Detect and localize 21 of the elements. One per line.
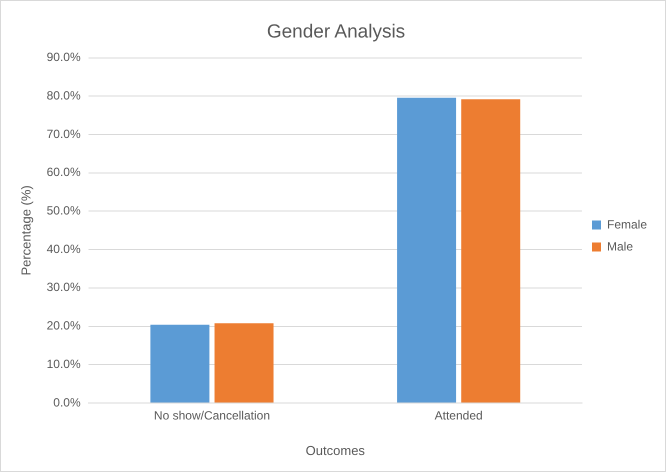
y-tick-label: 60.0% (46, 165, 81, 180)
x-tick-label: No show/Cancellation (154, 408, 270, 423)
legend-label: Male (606, 239, 634, 254)
y-axis-title: Percentage (%) (18, 185, 34, 276)
x-axis-title: Outcomes (306, 442, 366, 458)
x-tick-label: Attended (434, 408, 483, 423)
y-tick-label: 40.0% (46, 242, 81, 256)
y-tick-label: 30.0% (46, 280, 81, 294)
y-tick-label: 80.0% (46, 88, 81, 102)
y-tick-label: 20.0% (46, 318, 81, 333)
legend-label: Female (606, 217, 648, 232)
y-tick-label: 90.0% (46, 50, 81, 64)
bar (214, 323, 274, 402)
y-tick-label: 70.0% (46, 126, 81, 141)
y-tick-label: 0.0% (53, 395, 81, 410)
bar (150, 324, 210, 402)
bar (461, 99, 520, 402)
bar (397, 98, 456, 402)
y-tick-label: 50.0% (46, 204, 81, 218)
y-tick-label: 10.0% (46, 356, 81, 371)
chart-title: Gender Analysis (266, 22, 406, 43)
